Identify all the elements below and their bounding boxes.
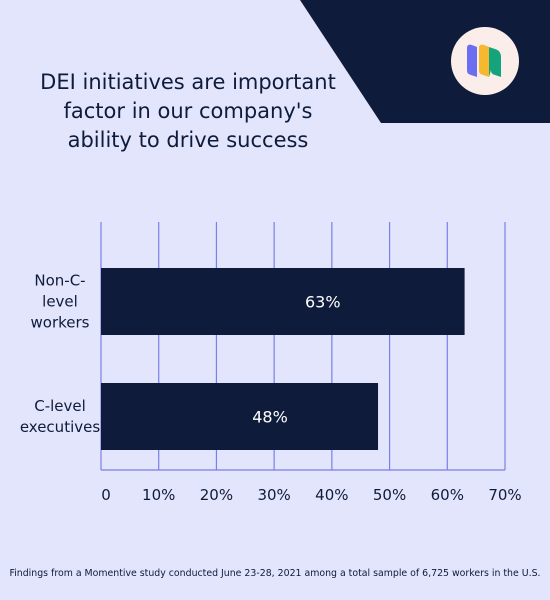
category-label-1: C-level executives	[20, 397, 101, 436]
x-tick-label-1: 10%	[142, 486, 175, 504]
bar-1	[101, 383, 379, 450]
data-label-1: 48%	[252, 408, 288, 427]
x-tick-label-3: 30%	[257, 486, 290, 504]
x-tick-label-6: 60%	[431, 486, 464, 504]
category-label-line: workers	[31, 314, 90, 332]
x-tick-label-0: 0	[101, 486, 111, 504]
x-tick-label-4: 40%	[315, 486, 348, 504]
category-label-line: Non-C-	[34, 272, 85, 290]
chart-title: DEI initiatives are important factor in …	[40, 70, 336, 152]
category-labels: Non-C-level workers C-level executives	[20, 272, 101, 437]
bar-0	[101, 268, 465, 335]
category-label-0: Non-C-level workers	[31, 272, 90, 332]
x-tick-label-2: 20%	[200, 486, 233, 504]
category-label-line: executives	[20, 418, 101, 436]
footnote: Findings from a Momentive study conducte…	[9, 568, 541, 579]
category-label-line: level	[42, 293, 78, 311]
bars: 63% 48%	[101, 268, 465, 450]
momentive-logo-icon	[451, 27, 519, 95]
x-tick-label-5: 50%	[373, 486, 406, 504]
category-label-line: C-level	[34, 397, 86, 415]
x-tick-label-7: 70%	[488, 486, 521, 504]
x-tick-labels: 0 10% 20% 30% 40% 50% 60% 70%	[101, 486, 521, 504]
data-label-0: 63%	[305, 293, 341, 312]
